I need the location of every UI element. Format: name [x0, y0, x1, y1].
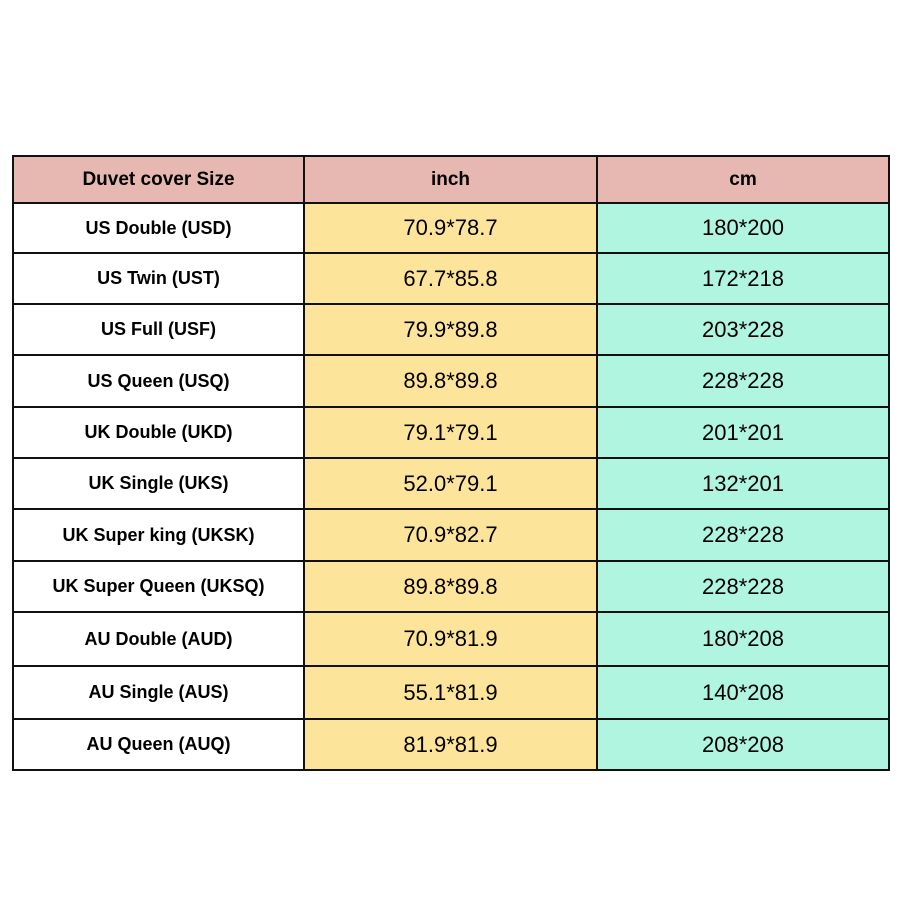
- table-row: US Double (USD) 70.9*78.7 180*200: [12, 202, 890, 254]
- table-row: US Queen (USQ) 89.8*89.8 228*228: [12, 354, 890, 408]
- size-cell: UK Super king (UKSK): [12, 508, 305, 562]
- header-size: Duvet cover Size: [12, 155, 305, 204]
- size-cell: US Twin (UST): [12, 252, 305, 305]
- cm-cell: 228*228: [596, 354, 890, 408]
- size-cell: AU Queen (AUQ): [12, 718, 305, 771]
- size-cell: UK Super Queen (UKSQ): [12, 560, 305, 613]
- size-cell: AU Double (AUD): [12, 611, 305, 667]
- table-row: AU Queen (AUQ) 81.9*81.9 208*208: [12, 718, 890, 771]
- inch-cell: 81.9*81.9: [303, 718, 598, 771]
- inch-cell: 79.9*89.8: [303, 303, 598, 356]
- cm-cell: 201*201: [596, 406, 890, 459]
- header-cm: cm: [596, 155, 890, 204]
- inch-cell: 89.8*89.8: [303, 560, 598, 613]
- cm-cell: 172*218: [596, 252, 890, 305]
- header-inch: inch: [303, 155, 598, 204]
- duvet-size-table: Duvet cover Size inch cm US Double (USD)…: [12, 155, 890, 771]
- table-row: US Full (USF) 79.9*89.8 203*228: [12, 303, 890, 356]
- inch-cell: 79.1*79.1: [303, 406, 598, 459]
- table-row: AU Single (AUS) 55.1*81.9 140*208: [12, 665, 890, 720]
- size-cell: UK Double (UKD): [12, 406, 305, 459]
- inch-cell: 55.1*81.9: [303, 665, 598, 720]
- table-row: UK Super Queen (UKSQ) 89.8*89.8 228*228: [12, 560, 890, 613]
- cm-cell: 228*228: [596, 560, 890, 613]
- inch-cell: 67.7*85.8: [303, 252, 598, 305]
- size-cell: UK Single (UKS): [12, 457, 305, 510]
- table-row: UK Single (UKS) 52.0*79.1 132*201: [12, 457, 890, 510]
- cm-cell: 180*200: [596, 202, 890, 254]
- cm-cell: 180*208: [596, 611, 890, 667]
- size-cell: US Full (USF): [12, 303, 305, 356]
- inch-cell: 89.8*89.8: [303, 354, 598, 408]
- cm-cell: 208*208: [596, 718, 890, 771]
- inch-cell: 70.9*78.7: [303, 202, 598, 254]
- size-cell: US Double (USD): [12, 202, 305, 254]
- inch-cell: 70.9*82.7: [303, 508, 598, 562]
- cm-cell: 228*228: [596, 508, 890, 562]
- table-row: UK Super king (UKSK) 70.9*82.7 228*228: [12, 508, 890, 562]
- header-row: Duvet cover Size inch cm: [12, 155, 890, 204]
- inch-cell: 52.0*79.1: [303, 457, 598, 510]
- table-row: US Twin (UST) 67.7*85.8 172*218: [12, 252, 890, 305]
- table-row: UK Double (UKD) 79.1*79.1 201*201: [12, 406, 890, 459]
- cm-cell: 140*208: [596, 665, 890, 720]
- size-cell: AU Single (AUS): [12, 665, 305, 720]
- table-row: AU Double (AUD) 70.9*81.9 180*208: [12, 611, 890, 667]
- size-cell: US Queen (USQ): [12, 354, 305, 408]
- inch-cell: 70.9*81.9: [303, 611, 598, 667]
- cm-cell: 132*201: [596, 457, 890, 510]
- cm-cell: 203*228: [596, 303, 890, 356]
